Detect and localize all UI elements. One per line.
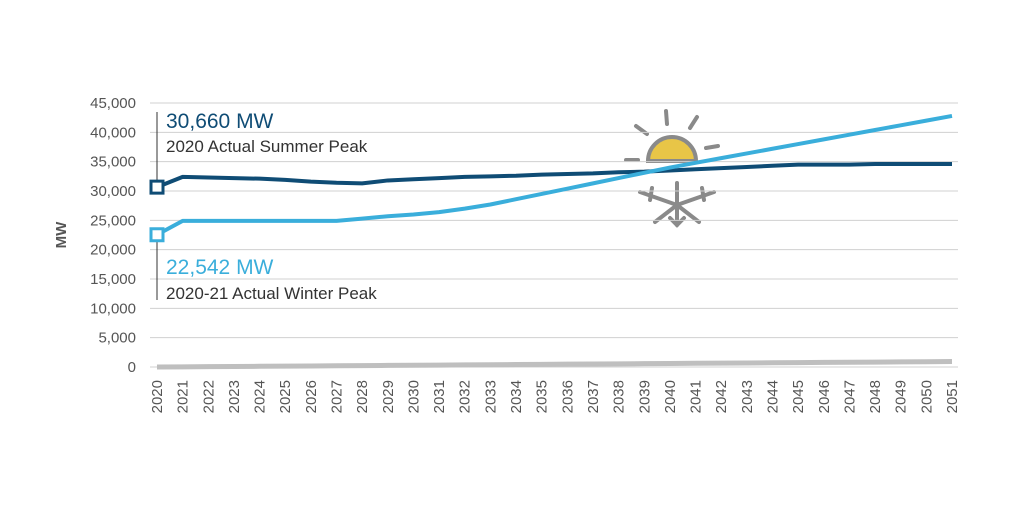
x-tick-label: 2031	[431, 380, 448, 413]
annotation-value: 30,660 MW	[166, 110, 274, 133]
x-tick-label: 2047	[841, 380, 858, 413]
annotation-text: 2020-21 Actual Winter Peak	[166, 284, 377, 303]
y-tick-label: 10,000	[90, 300, 136, 317]
x-tick-label: 2020	[149, 380, 166, 413]
x-tick-label: 2049	[893, 380, 910, 413]
x-tick-label: 2029	[380, 380, 397, 413]
x-tick-label: 2050	[918, 380, 935, 413]
peak-marker	[149, 227, 165, 243]
x-tick-label: 2051	[944, 380, 961, 413]
x-tick-label: 2038	[611, 380, 628, 413]
y-tick-label: 5,000	[98, 330, 136, 347]
x-tick-label: 2041	[688, 380, 705, 413]
x-tick-label: 2046	[816, 380, 833, 413]
y-tick-label: 15,000	[90, 271, 136, 288]
annotation-value: 22,542 MW	[166, 256, 274, 279]
x-tick-label: 2042	[713, 380, 730, 413]
sun-icon	[624, 109, 720, 163]
series-line	[156, 113, 953, 237]
y-tick-label: 35,000	[90, 154, 136, 171]
y-axis-label: MW	[53, 221, 70, 248]
x-tick-label: 2040	[662, 380, 679, 413]
snowflake-icon	[638, 181, 716, 228]
x-tick-label: 2024	[252, 380, 269, 413]
x-tick-label: 2034	[508, 380, 525, 413]
y-tick-label: 25,000	[90, 212, 136, 229]
x-tick-label: 2026	[303, 380, 320, 413]
y-tick-label: 30,000	[90, 183, 136, 200]
series-line	[156, 162, 952, 189]
y-tick-label: 45,000	[90, 95, 136, 112]
x-tick-label: 2021	[175, 380, 192, 413]
x-tick-label: 2044	[764, 380, 781, 413]
y-tick-label: 40,000	[90, 124, 136, 141]
x-tick-label: 2023	[226, 380, 243, 413]
y-tick-label: 0	[128, 359, 136, 376]
x-tick-label: 2033	[482, 380, 499, 413]
x-tick-label: 2025	[277, 380, 294, 413]
x-tick-label: 2028	[354, 380, 371, 413]
series-line	[156, 359, 953, 370]
x-tick-label: 2027	[329, 380, 346, 413]
y-tick-label: 20,000	[90, 242, 136, 259]
x-tick-label: 2036	[559, 380, 576, 413]
x-tick-label: 2037	[585, 380, 602, 413]
annotation-text: 2020 Actual Summer Peak	[166, 137, 368, 156]
x-tick-label: 2039	[636, 380, 653, 413]
x-tick-label: 2022	[200, 380, 217, 413]
x-tick-label: 2035	[534, 380, 551, 413]
x-tick-label: 2032	[457, 380, 474, 413]
x-tick-label: 2030	[405, 380, 422, 413]
x-tick-label: 2048	[867, 380, 884, 413]
x-tick-label: 2045	[790, 380, 807, 413]
peak-marker	[149, 179, 165, 195]
x-tick-label: 2043	[739, 380, 756, 413]
